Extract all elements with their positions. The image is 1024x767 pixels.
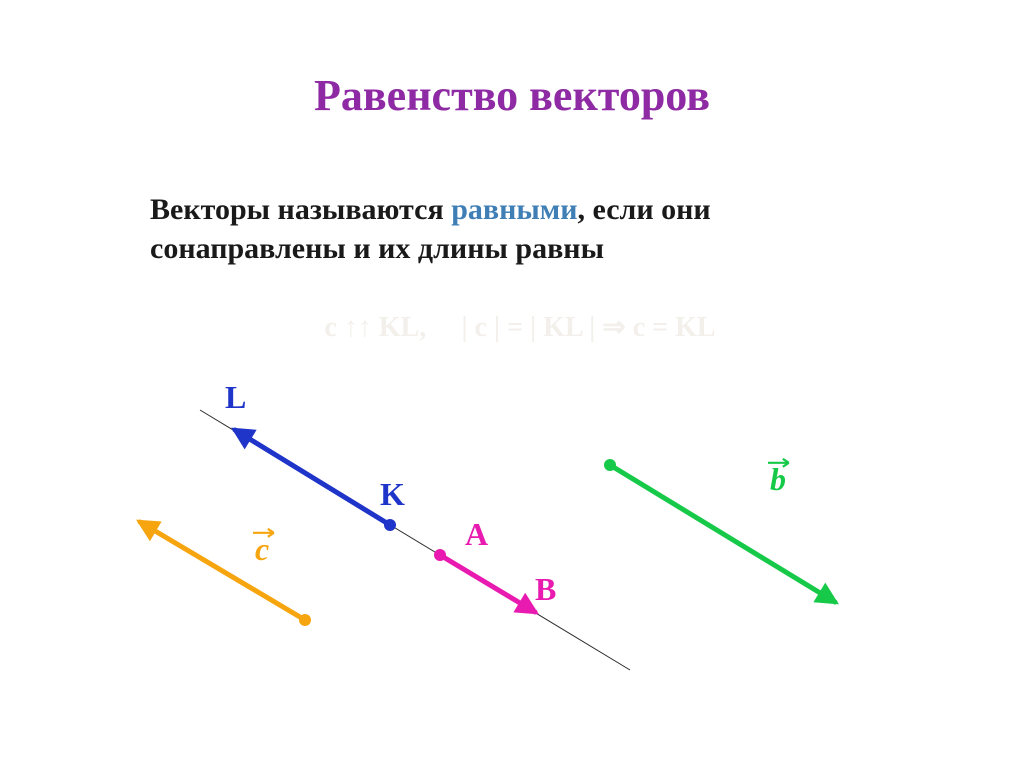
svg-text:c: c: [255, 531, 269, 567]
slide: Равенство векторов Векторы называются ра…: [0, 0, 1024, 767]
label-A: A: [465, 516, 488, 552]
vector-KL: [235, 430, 390, 525]
slide-title: Равенство векторов: [0, 70, 1024, 121]
title-text: Равенство векторов: [314, 71, 710, 120]
label-B: B: [535, 571, 556, 607]
svg-text:A: A: [465, 516, 488, 552]
vector-diagram: L K A Bc b: [80, 350, 940, 730]
formula-part2: | c | = | KL | ⇒ c = KL: [461, 312, 715, 343]
vector-KL-origin-dot: [384, 519, 396, 531]
vector-b-origin-dot: [604, 459, 616, 471]
definition-text: Векторы называются равными, если они сон…: [150, 190, 890, 268]
svg-text:K: K: [380, 476, 405, 512]
vector-AB: [440, 555, 535, 612]
vector-c: [140, 522, 305, 620]
formula-row: c ↑↑ KL, | c | = | KL | ⇒ c = KL: [150, 310, 890, 344]
vector-c-origin-dot: [299, 614, 311, 626]
vector-b: [610, 465, 835, 602]
definition-highlight: равными: [451, 193, 577, 226]
label-L: L: [225, 379, 246, 415]
vector-AB-origin-dot: [434, 549, 446, 561]
formula-part1: c ↑↑ KL,: [324, 312, 426, 343]
label-c: c: [253, 529, 274, 567]
label-K: K: [380, 476, 405, 512]
svg-text:L: L: [225, 379, 246, 415]
label-b: b: [768, 459, 789, 497]
definition-pre: Векторы называются: [150, 193, 451, 226]
svg-text:B: B: [535, 571, 556, 607]
